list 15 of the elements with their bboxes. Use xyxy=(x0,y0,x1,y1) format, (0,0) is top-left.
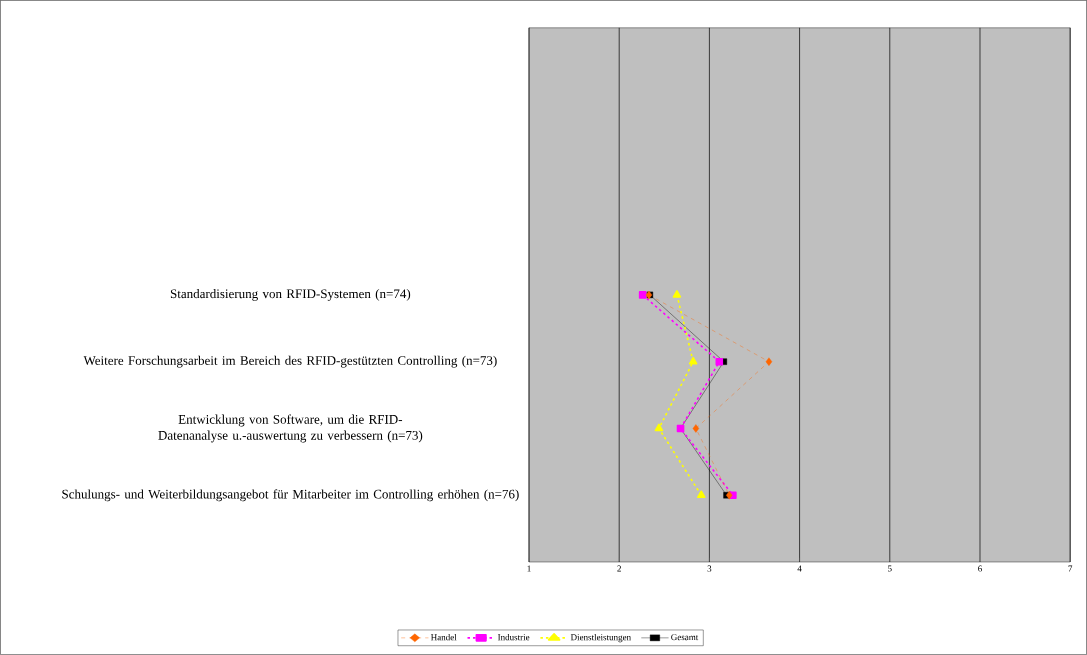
x-tick-label: 3 xyxy=(707,565,712,572)
legend-label: Industrie xyxy=(497,634,530,641)
x-tick-label: 2 xyxy=(617,565,621,572)
legend-label: Gesamt xyxy=(671,634,699,641)
x-tick-label: 6 xyxy=(978,565,982,572)
y-tick-label: Standardisierung von RFID-Systemen (n=74) xyxy=(170,289,411,301)
x-tick-label: 4 xyxy=(797,565,802,572)
x-tick-label: 7 xyxy=(1068,565,1073,572)
x-tick-label: 1 xyxy=(527,565,531,572)
y-tick-label: Schulungs- und Weiterbildungsangebot für Mitarbeiter im Controlling erhöhen (n=76) xyxy=(62,489,519,502)
legend-label: Dienstleistungen xyxy=(570,634,631,643)
legend-label: Handel xyxy=(430,634,457,641)
y-tick-label: Entwicklung von Software, um die RFID-Datenanalyse u.-auswertung zu verbessern (n=73) xyxy=(158,414,423,443)
y-tick-label: Weitere Forschungsarbeit im Bereich des RFID-gestützten Controlling (n=73) xyxy=(83,355,497,368)
x-tick-label: 5 xyxy=(888,565,892,572)
